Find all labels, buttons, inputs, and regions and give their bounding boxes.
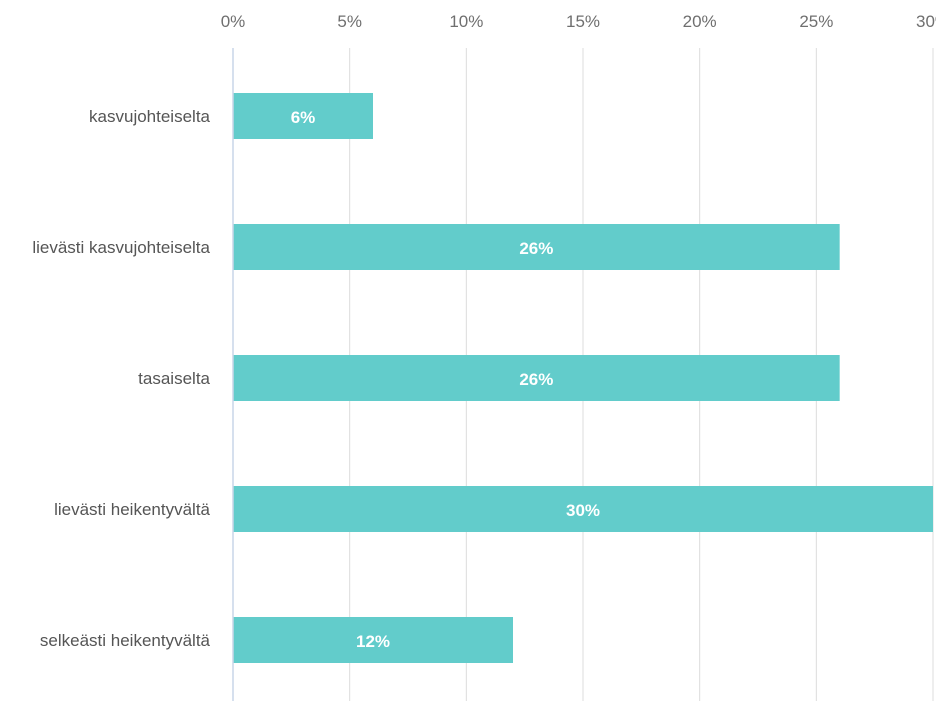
bar-value-label: 6% (291, 108, 316, 127)
category-label: kasvujohteiselta (89, 107, 211, 126)
bar (233, 93, 373, 139)
x-tick-label: 10% (449, 12, 483, 31)
category-label: selkeästi heikentyvältä (40, 631, 211, 650)
x-tick-label: 0% (221, 12, 246, 31)
bar (233, 486, 933, 532)
x-tick-label: 5% (337, 12, 362, 31)
x-tick-label: 20% (683, 12, 717, 31)
bar (233, 355, 840, 401)
bars: 6% 26% 26% 30% 12% (233, 93, 933, 663)
x-tick-label: 30% (916, 12, 936, 31)
category-label: lievästi heikentyvältä (54, 500, 210, 519)
bar-value-label: 26% (519, 370, 553, 389)
bar-value-label: 12% (356, 632, 390, 651)
bar (233, 224, 840, 270)
category-label: lievästi kasvujohteiselta (32, 238, 210, 257)
axes: 0% 5% 10% 15% 20% 25% 30% kasvujohteiselta lievä… (32, 12, 936, 701)
category-label: tasaiselta (138, 369, 210, 388)
x-tick-label: 25% (799, 12, 833, 31)
bar (233, 617, 513, 663)
bar-value-label: 30% (566, 501, 600, 520)
x-tick-label: 15% (566, 12, 600, 31)
bar-value-label: 26% (519, 239, 553, 258)
